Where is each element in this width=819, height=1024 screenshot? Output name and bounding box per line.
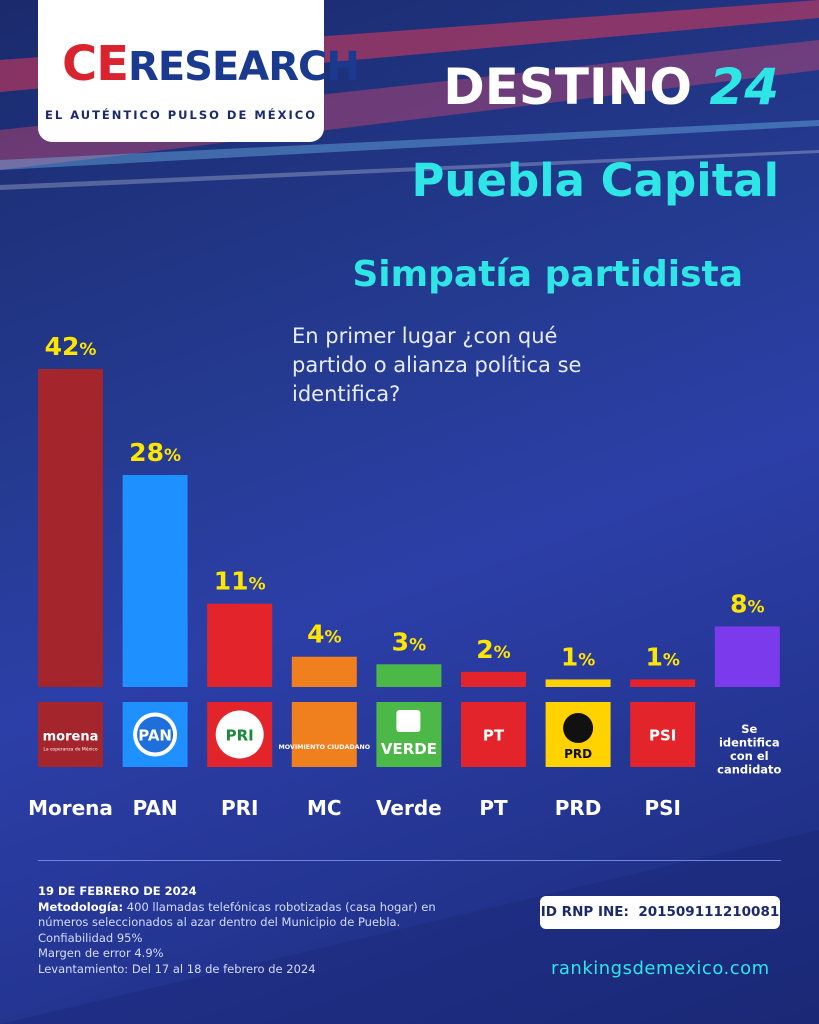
logo-text-verde: VERDE xyxy=(381,740,437,758)
methodology-text: 400 llamadas telefónicas robotizadas (ca… xyxy=(38,899,436,930)
title-destino: DESTINO 24 xyxy=(443,58,779,116)
category-label-morena: Morena xyxy=(28,796,113,820)
pan-logo-disc xyxy=(137,716,174,753)
website-link[interactable]: rankingsdemexico.com xyxy=(551,958,770,979)
prd-sun-icon xyxy=(563,713,594,743)
logo-text-line-2: con el xyxy=(730,749,769,763)
logo-tile-morena xyxy=(38,702,103,767)
logo-tile-pt xyxy=(461,702,526,767)
survey-date: 19 DE FEBRERO DE 2024 xyxy=(38,884,197,898)
bar-morena xyxy=(38,369,103,687)
bar-pan xyxy=(122,475,188,687)
footer-divider xyxy=(38,860,781,861)
pri-logo-disc xyxy=(215,710,264,759)
rnp-id: 201509111210081 xyxy=(638,904,780,920)
bar-mc xyxy=(291,656,357,687)
title-word: DESTINO xyxy=(443,58,692,116)
brand-logo: CERESEARCH EL AUTÉNTICO PULSO DE MÉXICO xyxy=(38,0,360,142)
bar-se-identifica-con-el-candidato xyxy=(714,626,780,687)
category-label-verde: Verde xyxy=(376,796,442,820)
logo-wordmark: CERESEARCH xyxy=(62,36,360,92)
value-label-prd: 1% xyxy=(561,642,595,671)
topic-title: Simpatía partidista xyxy=(352,254,743,295)
rnp-id-badge: ID RNP INE: 201509111210081 xyxy=(540,896,780,929)
methodology: Metodología: 400 llamadas telefónicas ro… xyxy=(38,900,458,931)
location-title: Puebla Capital xyxy=(411,154,779,207)
logo-text-line-0: Se xyxy=(741,722,757,736)
bar-psi xyxy=(630,679,696,687)
logo-text-mc: MOVIMIENTO CIUDADANO xyxy=(279,744,371,751)
survey-question: En primer lugar ¿con qué partido o alian… xyxy=(292,324,582,406)
confidence: Confiabilidad 95% xyxy=(38,930,143,945)
logo-subtext-morena: La esperanza de México xyxy=(43,746,97,753)
logo-text-psi: PSI xyxy=(649,727,676,745)
value-label-morena: 42% xyxy=(45,332,97,361)
bar-pri xyxy=(207,603,273,687)
category-label-mc: MC xyxy=(307,796,342,820)
logo-text-pt: PT xyxy=(483,727,505,745)
category-label-prd: PRD xyxy=(555,796,602,820)
category-label-psi: PSI xyxy=(644,796,681,820)
bar-prd xyxy=(545,679,611,687)
verde-logo-mark xyxy=(396,710,421,732)
logo-text-morena: morena xyxy=(43,730,99,745)
value-label-se-identifica-con-el-candidato: 8% xyxy=(730,589,764,618)
logo-text-line-3: candidato xyxy=(717,763,781,777)
bar-pt xyxy=(461,671,526,687)
value-label-pri: 11% xyxy=(214,567,266,596)
value-label-mc: 4% xyxy=(307,620,341,649)
bar-verde xyxy=(376,664,442,687)
value-label-pan: 28% xyxy=(129,438,181,467)
category-label-pri: PRI xyxy=(221,796,259,820)
logo-text-prd: PRD xyxy=(564,747,592,761)
error-margin: Margen de error 4.9% xyxy=(38,946,164,960)
methodology-notes: 19 DE FEBRERO DE 2024 Metodología: 400 l… xyxy=(38,884,458,977)
logo-text-line-1: identifica xyxy=(719,736,780,750)
methodology-label: Metodología: xyxy=(38,899,124,914)
category-label-pan: PAN xyxy=(133,796,178,820)
title-number: 24 xyxy=(709,58,779,116)
value-label-verde: 3% xyxy=(392,627,426,656)
logo-text-pri: PRI xyxy=(226,727,254,745)
category-label-pt: PT xyxy=(479,796,508,820)
value-label-pt: 2% xyxy=(476,635,510,664)
logo-research: RESEARCH xyxy=(128,44,360,90)
logo-tile-psi xyxy=(630,702,696,767)
fieldwork-dates: Levantamiento: Del 17 al 18 de febrero d… xyxy=(38,961,316,976)
logo-ce: CE xyxy=(62,36,129,92)
value-label-psi: 1% xyxy=(645,642,679,671)
logo-tagline: EL AUTÉNTICO PULSO DE MÉXICO xyxy=(45,108,317,122)
logo-tile-mc xyxy=(291,702,357,767)
rnp-label: ID RNP INE: xyxy=(540,904,629,920)
logo-text-pan: PAN xyxy=(138,727,172,745)
